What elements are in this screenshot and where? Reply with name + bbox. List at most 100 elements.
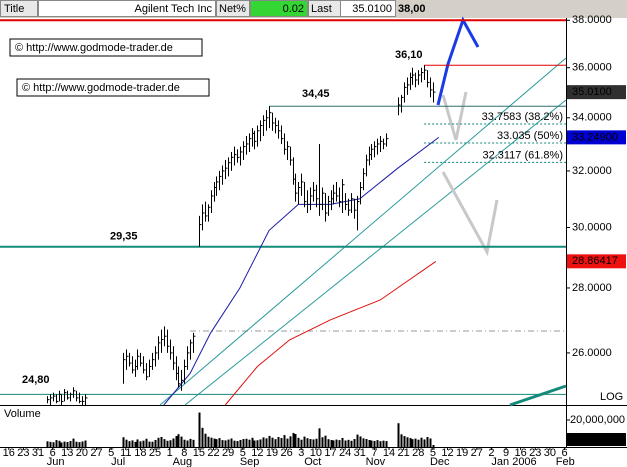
x-tick-label: 14 (383, 447, 395, 459)
x-tick-label: 12 (441, 447, 453, 459)
volume-bar (84, 440, 87, 447)
volume-bar (151, 441, 154, 447)
volume-bar (239, 439, 242, 447)
volume-bar (385, 441, 388, 447)
volume-bar (172, 438, 175, 447)
fib-label: 32.3117 (61.8%) (482, 149, 563, 161)
volume-bar (382, 440, 385, 447)
volume-bar (397, 423, 400, 447)
volume-label: Volume (4, 408, 41, 420)
volume-bar (230, 438, 233, 447)
header-name: Agilent Tech Inc (135, 3, 213, 15)
volume-bar (347, 439, 350, 447)
x-tick-label: 24 (339, 447, 351, 459)
volume-bar (409, 438, 412, 447)
x-tick-label: 10 (310, 447, 322, 459)
volume-bar (207, 436, 210, 447)
fib-label: 33.035 (50%) (497, 130, 563, 142)
volume-bar (309, 439, 312, 447)
volume-bar (403, 436, 406, 447)
x-tick-label: 19 (266, 447, 278, 459)
header-cell (216, 0, 250, 17)
y-tick-label: 34.0000 (572, 112, 612, 124)
header-cell (0, 0, 38, 17)
volume-bar (221, 440, 224, 447)
volume-bar (46, 441, 49, 447)
x-tick-label: 6 (561, 447, 567, 459)
level-label: 29,35 (110, 231, 138, 243)
x-tick-label: 11 (120, 447, 131, 459)
moving-average (224, 261, 437, 406)
y-tick-label: 32.0000 (572, 165, 612, 177)
volume-bar (58, 440, 61, 447)
x-tick-label: 21 (398, 447, 410, 459)
volume-bar (69, 441, 72, 447)
volume-bar (128, 441, 131, 447)
volume-bar (157, 437, 160, 447)
x-tick-label: 3 (298, 447, 304, 459)
volume-bar (242, 439, 245, 447)
header-net-value: 0.02 (283, 3, 304, 15)
volume-bar (177, 434, 180, 447)
x-tick-label: 12 (251, 447, 263, 459)
month-label: Aug (173, 456, 193, 467)
month-label: Jan 2006 (491, 456, 536, 467)
volume-bar (245, 438, 248, 447)
price-tag (567, 85, 626, 100)
volume-bar (163, 439, 166, 447)
volume-bar (365, 439, 368, 447)
volume-bar (122, 437, 125, 447)
volume-bar (175, 436, 178, 447)
header-cell (250, 0, 308, 17)
volume-bar (379, 441, 382, 447)
trend-line (184, 99, 567, 406)
volume-bar (411, 439, 414, 447)
x-tick-label: 19 (456, 447, 468, 459)
volume-bar (160, 437, 163, 447)
x-tick-label: 22 (207, 447, 219, 459)
volume-bar (362, 438, 365, 447)
x-tick-label: 30 (544, 447, 556, 459)
price-tag (567, 130, 626, 145)
x-tick-label: 17 (324, 447, 336, 459)
volume-bar (426, 437, 429, 447)
volume-bar (332, 440, 335, 447)
month-label: Jul (111, 456, 125, 467)
x-tick-label: 15 (193, 447, 205, 459)
volume-bar (277, 437, 280, 447)
price-tag-label: 28.86417 (572, 255, 618, 267)
volume-bar (283, 435, 286, 447)
volume-bar (286, 438, 289, 447)
volume-bar (294, 434, 297, 447)
volume-bar (139, 441, 142, 447)
volume-bar (370, 440, 373, 447)
volume-bar (420, 437, 423, 447)
volume-bar (251, 437, 254, 447)
x-tick-label: 25 (149, 447, 161, 459)
volume-bar (248, 439, 251, 447)
x-tick-label: 8 (181, 447, 187, 459)
volume-bar (423, 439, 426, 447)
volume-bar (49, 441, 52, 447)
volume-bar (289, 436, 292, 447)
volume-bar (192, 439, 195, 447)
month-label: Sep (240, 456, 260, 467)
price-tag-label: 33.24900 (572, 131, 618, 143)
x-tick-label: 28 (412, 447, 424, 459)
x-tick-label: 27 (471, 447, 483, 459)
volume-bar (432, 444, 435, 447)
volume-bar (81, 441, 84, 447)
price-tag-label: 35.0100 (572, 86, 612, 98)
x-tick-label: 6 (50, 447, 56, 459)
header-last-value: 35.0100 (352, 3, 392, 15)
month-label: Dec (430, 456, 450, 467)
x-tick-label: 29 (222, 447, 234, 459)
trend-line (509, 384, 567, 407)
watermark: © http://www.godmode-trader.de (22, 82, 180, 94)
volume-bar (154, 439, 157, 447)
watermark: © http://www.godmode-trader.de (15, 42, 173, 54)
volume-bar (338, 440, 341, 447)
volume-bar (315, 438, 318, 447)
